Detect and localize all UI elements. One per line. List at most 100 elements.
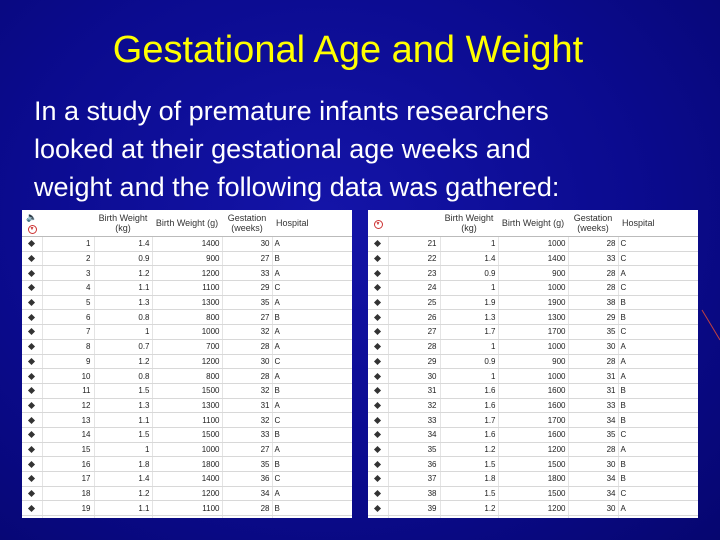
header-bw-kg[interactable]: Birth Weight (kg) — [94, 210, 152, 237]
row-bullet-cell[interactable] — [368, 486, 389, 502]
row-bullet-cell[interactable] — [368, 280, 389, 296]
table-row[interactable]: 2 0.9 900 27 B — [22, 251, 352, 267]
row-bullet-cell[interactable] — [22, 456, 43, 472]
table-row[interactable]: 25 1.9 1900 38 B — [368, 295, 698, 311]
row-bullet-cell[interactable] — [22, 515, 43, 518]
row-bullet-cell[interactable] — [22, 354, 43, 370]
table-row[interactable]: 38 1.5 1500 34 C — [368, 486, 698, 502]
table-row[interactable]: 33 1.7 1700 34 B — [368, 412, 698, 428]
row-bullet-cell[interactable] — [368, 295, 389, 311]
table-row[interactable]: 35 1.2 1200 28 A — [368, 442, 698, 458]
header-bw-g[interactable]: Birth Weight (g) — [498, 210, 568, 237]
cell-hospital: B — [618, 471, 698, 487]
table-row[interactable]: 22 1.4 1400 33 C — [368, 251, 698, 267]
row-bullet-cell[interactable] — [368, 309, 389, 326]
cell-gestation: 35 — [568, 427, 619, 443]
row-bullet-cell[interactable] — [22, 500, 43, 517]
table-row[interactable]: 32 1.6 1600 33 B — [368, 398, 698, 414]
header-hospital[interactable]: Hospital — [618, 210, 698, 237]
row-bullet-icon — [374, 254, 382, 263]
row-bullet-cell[interactable] — [368, 515, 389, 518]
header-controls[interactable]: 🔈 ▼ — [22, 210, 42, 237]
row-bullet-cell[interactable] — [22, 442, 43, 458]
row-bullet-cell[interactable] — [368, 456, 389, 472]
row-bullet-cell[interactable] — [22, 324, 43, 340]
table-row[interactable]: 34 1.6 1600 35 C — [368, 427, 698, 443]
table-row[interactable]: 401.2120032C — [368, 515, 698, 518]
row-bullet-cell[interactable] — [22, 251, 43, 267]
table-row[interactable]: 3 1.2 1200 33 A — [22, 265, 352, 282]
header-gestation[interactable]: Gestation (weeks) — [568, 210, 618, 237]
table-row[interactable]: 24 1 1000 28 C — [368, 280, 698, 296]
row-bullet-cell[interactable] — [368, 500, 389, 517]
row-bullet-cell[interactable] — [22, 368, 43, 384]
menu-dropdown-icon[interactable]: ▼ — [373, 220, 383, 229]
row-bullet-cell[interactable] — [22, 295, 43, 311]
table-row[interactable]: 9 1.2 1200 30 C — [22, 354, 352, 370]
table-row[interactable]: 10 0.8 800 28 A — [22, 368, 352, 384]
header-hospital[interactable]: Hospital — [272, 210, 352, 237]
table-row[interactable]: 30 1 1000 31 A — [368, 368, 698, 384]
decorative-line — [701, 309, 720, 341]
row-bullet-cell[interactable] — [22, 383, 43, 399]
row-bullet-cell[interactable] — [22, 471, 43, 487]
row-bullet-cell[interactable] — [368, 412, 389, 428]
menu-dropdown-icon[interactable]: ▼ — [27, 225, 37, 234]
table-row[interactable]: 6 0.8 800 27 B — [22, 309, 352, 326]
header-bw-kg[interactable]: Birth Weight (kg) — [440, 210, 498, 237]
table-row[interactable]: 39 1.2 1200 30 A — [368, 500, 698, 517]
cell-gestation: 28 — [222, 339, 273, 355]
table-row[interactable]: 17 1.4 1400 36 C — [22, 471, 352, 487]
cell-bw-kg: 1.9 — [440, 295, 499, 311]
header-gestation[interactable]: Gestation (weeks) — [222, 210, 272, 237]
table-row[interactable]: 19 1.1 1100 28 B — [22, 500, 352, 517]
row-bullet-cell[interactable] — [368, 324, 389, 340]
row-bullet-cell[interactable] — [22, 339, 43, 355]
table-row[interactable]: 18 1.2 1200 34 A — [22, 486, 352, 502]
table-row[interactable]: 36 1.5 1500 30 B — [368, 456, 698, 472]
row-bullet-cell[interactable] — [368, 265, 389, 282]
row-bullet-cell[interactable] — [368, 442, 389, 458]
table-row[interactable]: 31 1.6 1600 31 B — [368, 383, 698, 399]
table-row[interactable]: 16 1.8 1800 35 B — [22, 456, 352, 472]
table-row[interactable]: 15 1 1000 27 A — [22, 442, 352, 458]
table-row[interactable]: 14 1.5 1500 33 B — [22, 427, 352, 443]
table-row[interactable]: 27 1.7 1700 35 C — [368, 324, 698, 340]
table-row[interactable]: 37 1.8 1800 34 B — [368, 471, 698, 487]
table-row[interactable]: 4 1.1 1100 29 C — [22, 280, 352, 296]
row-bullet-cell[interactable] — [22, 412, 43, 428]
row-bullet-cell[interactable] — [22, 236, 43, 252]
row-bullet-cell[interactable] — [22, 398, 43, 414]
row-bullet-cell[interactable] — [368, 339, 389, 355]
row-bullet-cell[interactable] — [22, 486, 43, 502]
table-row[interactable]: 21 1 1000 28 C — [368, 236, 698, 252]
row-bullet-cell[interactable] — [368, 398, 389, 414]
table-row[interactable]: 29 0.9 900 28 A — [368, 354, 698, 370]
row-bullet-cell[interactable] — [368, 471, 389, 487]
header-bw-g[interactable]: Birth Weight (g) — [152, 210, 222, 237]
table-row[interactable]: 11 1.5 1500 32 B — [22, 383, 352, 399]
row-bullet-cell[interactable] — [368, 251, 389, 267]
row-bullet-cell[interactable] — [22, 265, 43, 282]
header-controls[interactable]: ▼ — [368, 210, 388, 237]
row-bullet-cell[interactable] — [368, 236, 389, 252]
row-bullet-cell[interactable] — [368, 383, 389, 399]
table-row[interactable]: 7 1 1000 32 A — [22, 324, 352, 340]
table-row[interactable]: 13 1.1 1100 32 C — [22, 412, 352, 428]
cell-bw-g: 1500 — [498, 456, 569, 472]
table-row[interactable]: 8 0.7 700 28 A — [22, 339, 352, 355]
table-row[interactable]: 23 0.9 900 28 A — [368, 265, 698, 282]
row-bullet-cell[interactable] — [368, 354, 389, 370]
table-row[interactable]: 12 1.3 1300 31 A — [22, 398, 352, 414]
table-row[interactable]: 28 1 1000 30 A — [368, 339, 698, 355]
table-row[interactable]: 5 1.3 1300 35 A — [22, 295, 352, 311]
table-row[interactable]: 201.2120030B — [22, 515, 352, 518]
row-bullet-cell[interactable] — [22, 280, 43, 296]
table-row[interactable]: 26 1.3 1300 29 B — [368, 309, 698, 326]
row-bullet-cell[interactable] — [368, 427, 389, 443]
row-bullet-cell[interactable] — [22, 309, 43, 326]
table-row[interactable]: 1 1.4 1400 30 A — [22, 236, 352, 252]
slide-title: Gestational Age and Weight — [112, 29, 584, 71]
row-bullet-cell[interactable] — [22, 427, 43, 443]
row-bullet-cell[interactable] — [368, 368, 389, 384]
